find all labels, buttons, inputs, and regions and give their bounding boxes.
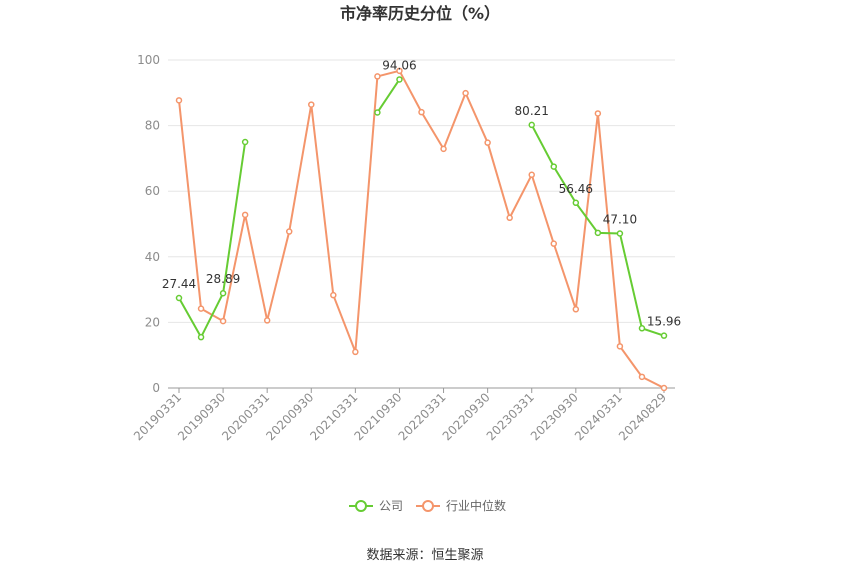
data-point[interactable] xyxy=(396,67,403,75)
data-point[interactable] xyxy=(528,171,535,179)
data-point[interactable] xyxy=(594,229,602,237)
legend-label: 行业中位数 xyxy=(446,498,506,513)
series-line xyxy=(178,69,665,389)
data-point[interactable] xyxy=(197,333,205,341)
chart-title: 市净率历史分位（%） xyxy=(340,4,500,23)
data-point[interactable] xyxy=(638,373,646,381)
data-point[interactable] xyxy=(440,145,447,153)
y-tick-label: 100 xyxy=(137,53,160,67)
data-point[interactable] xyxy=(374,73,381,80)
y-axis: 0 20 40 60 80 100 xyxy=(137,53,160,395)
series-1 xyxy=(175,67,668,392)
y-tick-label: 40 xyxy=(145,250,160,264)
data-point[interactable] xyxy=(660,384,668,392)
data-point[interactable] xyxy=(175,97,183,104)
legend-item-0[interactable]: 公司 xyxy=(349,499,403,513)
data-point[interactable] xyxy=(594,110,602,117)
data-label: 56.46 xyxy=(559,182,593,196)
data-point[interactable] xyxy=(660,332,668,339)
data-point[interactable] xyxy=(462,89,469,97)
legend-item-1[interactable]: 行业中位数 xyxy=(416,498,506,513)
grid xyxy=(168,59,675,389)
data-point[interactable] xyxy=(285,228,293,235)
data-point[interactable] xyxy=(330,291,337,299)
data-point[interactable] xyxy=(308,101,315,108)
series-line xyxy=(178,141,247,340)
series-line xyxy=(376,78,401,114)
legend-label: 公司 xyxy=(379,499,403,513)
data-point[interactable] xyxy=(528,121,535,129)
series-0 xyxy=(175,76,668,341)
data-point[interactable] xyxy=(572,306,580,313)
data-point[interactable] xyxy=(175,294,183,302)
legend-swatch-marker xyxy=(422,500,434,512)
data-point[interactable] xyxy=(616,343,624,350)
y-tick-label: 0 xyxy=(152,381,160,395)
data-point[interactable] xyxy=(550,163,558,170)
data-point[interactable] xyxy=(396,76,403,83)
data-point[interactable] xyxy=(197,305,205,312)
y-tick-label: 80 xyxy=(145,119,160,133)
data-label: 15.96 xyxy=(647,315,681,329)
data-label: 47.10 xyxy=(603,213,637,227)
data-point[interactable] xyxy=(241,138,249,146)
x-axis: 2019033120190930202003312020093020210331… xyxy=(131,388,669,443)
data-point[interactable] xyxy=(638,325,646,332)
data-point[interactable] xyxy=(219,289,227,297)
y-tick-label: 20 xyxy=(145,315,160,329)
data-point[interactable] xyxy=(484,139,491,146)
data-label: 28.89 xyxy=(206,272,240,286)
data-point[interactable] xyxy=(374,109,381,116)
y-tick-label: 60 xyxy=(145,184,160,198)
data-point[interactable] xyxy=(572,199,580,207)
data-point[interactable] xyxy=(352,348,359,356)
series-layer xyxy=(175,67,668,392)
data-point[interactable] xyxy=(219,317,227,325)
legend: 公司 行业中位数 xyxy=(349,498,506,513)
legend-swatch-marker xyxy=(355,500,367,512)
data-point[interactable] xyxy=(418,108,425,116)
data-point[interactable] xyxy=(506,214,513,222)
data-label: 80.21 xyxy=(515,104,549,118)
data-point[interactable] xyxy=(263,317,271,324)
data-point[interactable] xyxy=(616,230,624,237)
data-label: 27.44 xyxy=(162,277,196,291)
data-label: 94.06 xyxy=(382,58,416,72)
data-point[interactable] xyxy=(241,211,249,219)
data-labels: 27.44 28.89 94.06 80.21 56.46 47.10 15.96 xyxy=(162,58,681,328)
source-note: 数据来源：恒生聚源 xyxy=(366,548,483,563)
x-tick-label: 20240829 xyxy=(616,390,669,443)
data-point[interactable] xyxy=(550,240,558,247)
